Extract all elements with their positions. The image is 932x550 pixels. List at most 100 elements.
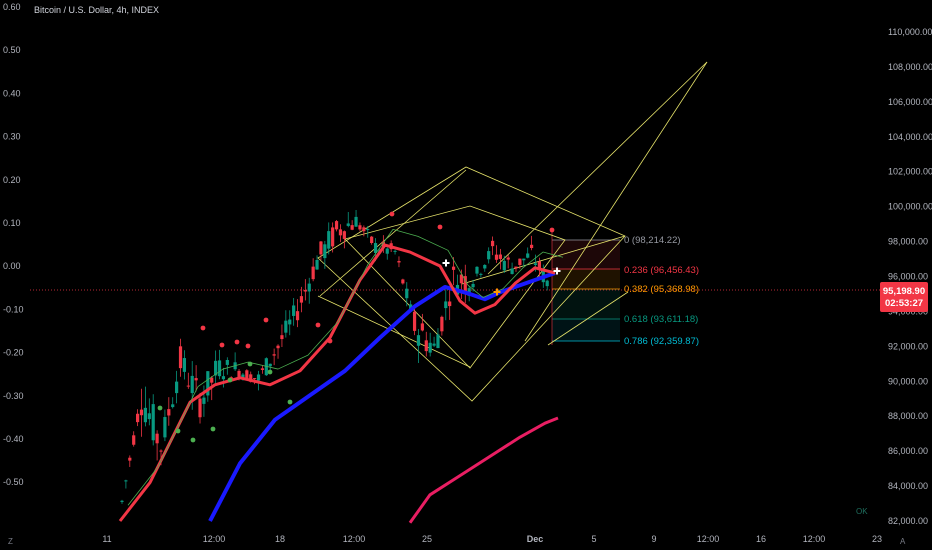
time-tick-label: 12:00	[697, 534, 720, 544]
candle-body	[237, 370, 241, 377]
candle-body	[370, 236, 374, 243]
trend-line-lower[interactable]	[524, 61, 708, 342]
ema-slow-line	[408, 416, 559, 524]
ema-signal-line	[127, 228, 564, 506]
candle-body	[483, 264, 487, 269]
candle-body	[385, 248, 389, 254]
candle-body	[526, 253, 530, 258]
price-tick-label: 100,000.00	[888, 202, 932, 212]
candle-body	[128, 457, 132, 461]
time-tick-label: 12:00	[203, 534, 226, 544]
candle-body	[338, 229, 343, 236]
candle-body	[346, 223, 350, 226]
time-scale-axis[interactable]: 11 12:00 18 12:00 25 Dec 5 9 12:00 16 12:00 23	[102, 534, 882, 544]
candle-body	[463, 276, 467, 292]
left-tick-label: 0.30	[3, 132, 21, 142]
candle-body	[393, 250, 397, 252]
trend-line-upper[interactable]	[487, 61, 708, 275]
candle-body	[494, 254, 499, 260]
signal-dot	[315, 322, 321, 328]
candle-body	[416, 335, 421, 346]
left-scale-axis[interactable]: 0.60 0.50 0.40 0.30 0.20 0.10 0.00 -0.10 -0.20 -0…	[3, 2, 24, 487]
candle-body	[448, 301, 452, 307]
candle-body	[139, 409, 144, 416]
fib-label-0382: 0.382 (95,368.98)	[624, 284, 699, 295]
candle-body	[124, 480, 128, 482]
signal-dot	[157, 405, 163, 411]
candle-body	[186, 385, 190, 387]
candle-body	[295, 311, 300, 321]
candle-body	[342, 231, 346, 239]
time-tick-label: 23	[872, 534, 882, 544]
candle-body	[210, 377, 214, 383]
signal-dot	[210, 426, 216, 432]
price-tick-label: 98,000.00	[888, 237, 928, 247]
candle-body	[451, 266, 456, 270]
candle-body	[292, 305, 296, 316]
candle-body	[147, 413, 151, 420]
candle-body	[221, 376, 226, 380]
inner-diamond[interactable]	[344, 205, 566, 369]
price-scale-axis[interactable]: 110,000.00 108,000.00 106,000.00 104,000.00…	[888, 27, 932, 526]
channel-drawings[interactable]	[317, 61, 708, 402]
ema-mid-line	[208, 271, 556, 522]
candle-body	[268, 363, 272, 367]
corner-right-icon[interactable]: A	[900, 537, 906, 546]
current-price-tag[interactable]: 95,198.90 02:53:27	[880, 282, 928, 312]
signal-dot	[327, 338, 333, 344]
candle-body	[276, 345, 280, 349]
signal-dot	[437, 224, 443, 230]
candle-body	[436, 334, 440, 349]
candle-body	[167, 409, 171, 416]
time-tick-label: 12:00	[803, 534, 826, 544]
signal-dot	[549, 227, 555, 233]
candle-body	[498, 254, 502, 259]
candle-body	[510, 268, 514, 274]
channel-line-upper-left[interactable]	[319, 169, 467, 297]
time-tick-label: 11	[102, 534, 111, 544]
candle-body	[373, 243, 378, 253]
fib-zone-0236-0382	[552, 269, 620, 289]
candle-body	[303, 290, 307, 292]
signal-dot	[267, 369, 273, 375]
candle-body	[432, 343, 436, 346]
corner-left-icon[interactable]: Z	[8, 537, 13, 546]
candle-body	[245, 370, 249, 380]
price-tick-label: 102,000.00	[888, 167, 932, 177]
candle-body	[475, 266, 479, 274]
channel-line-lower-right[interactable]	[547, 291, 629, 346]
candle-body	[299, 296, 304, 303]
candle-body	[194, 378, 198, 381]
time-tick-label: 16	[756, 534, 766, 544]
signal-dot	[245, 343, 251, 349]
candle-body	[253, 378, 257, 380]
left-tick-label: 0.50	[3, 45, 21, 55]
signal-dot	[175, 428, 181, 434]
candle-body	[151, 404, 155, 441]
time-tick-label: 5	[591, 534, 596, 544]
left-tick-label: -0.30	[3, 391, 24, 401]
candle-body	[381, 241, 385, 247]
left-tick-label: -0.40	[3, 434, 24, 444]
candle-body	[319, 241, 323, 255]
candle-body	[362, 227, 366, 232]
channel-line-lower-left[interactable]	[317, 295, 471, 368]
ema-fast-line	[118, 243, 556, 522]
watermark-logo-icon: OK	[856, 507, 868, 516]
fib-zone-0382-0618	[552, 289, 620, 319]
candle-body	[280, 335, 284, 340]
price-tick-label: 84,000.00	[888, 481, 928, 491]
candle-body	[241, 374, 245, 379]
signal-dot	[219, 342, 225, 348]
candle-body	[471, 283, 475, 288]
price-tick-label: 90,000.00	[888, 376, 928, 386]
channel-line-mid[interactable]	[461, 235, 626, 285]
candle-body	[175, 381, 179, 394]
candle-body	[358, 225, 362, 230]
candle-body	[311, 266, 315, 280]
candle-body	[514, 266, 518, 269]
price-tick-label: 106,000.00	[888, 97, 932, 107]
candle-body	[206, 371, 210, 396]
